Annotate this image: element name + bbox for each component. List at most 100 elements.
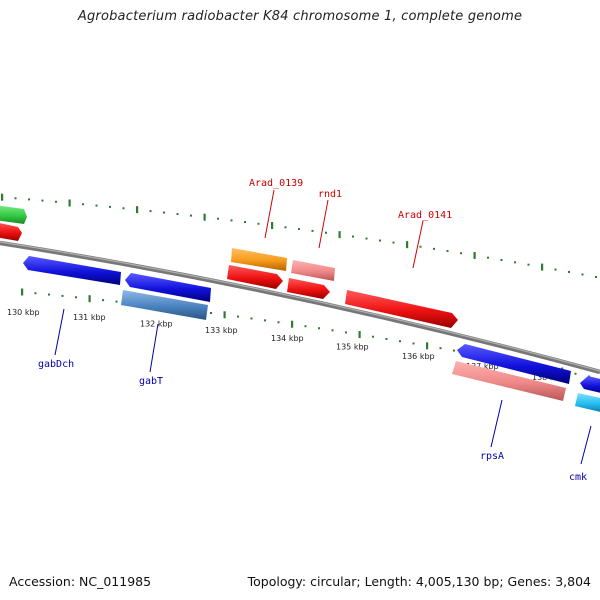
- lower-tick-minor: [102, 299, 104, 302]
- tick-label: 134 kbp: [271, 334, 304, 343]
- lower-tick-minor: [345, 331, 347, 334]
- gene-red-left[interactable]: [0, 222, 22, 241]
- upper-tick-minor: [217, 217, 219, 220]
- tick-label: 137 kbp: [466, 362, 499, 371]
- lower-tick-minor: [372, 335, 374, 338]
- upper-tick-major: [473, 251, 476, 259]
- gene-gabdch[interactable]: [23, 256, 121, 285]
- upper-tick-minor: [527, 263, 530, 266]
- gene-label-arad-0139: Arad_0139: [249, 178, 303, 189]
- upper-tick-minor: [595, 276, 597, 279]
- gene-red-upper-2[interactable]: [287, 278, 330, 299]
- upper-tick-major: [338, 231, 341, 239]
- lower-tick-minor: [439, 347, 442, 350]
- gene-label-rpsa: rpsA: [480, 451, 504, 462]
- upper-tick-minor: [514, 261, 516, 264]
- upper-tick-major: [136, 206, 139, 214]
- upper-tick-major: [541, 263, 544, 271]
- upper-tick-minor: [176, 213, 179, 216]
- gene-label-gabt: gabT: [139, 376, 163, 387]
- gene-label-cmk: cmk: [569, 472, 587, 483]
- lower-tick-minor: [115, 300, 118, 303]
- lower-tick-minor: [250, 317, 253, 320]
- upper-tick-minor: [190, 214, 192, 217]
- upper-tick-minor: [379, 239, 381, 242]
- upper-tick-minor: [244, 221, 246, 224]
- lower-tick-minor: [412, 342, 415, 345]
- gene-arad-0139[interactable]: [231, 248, 287, 271]
- lower-tick-minor: [75, 296, 77, 299]
- lower-tick-minor: [210, 312, 212, 315]
- gene-label-gabdch: gabDch: [38, 359, 74, 370]
- gene-arad-0141[interactable]: [345, 290, 458, 328]
- lower-tick-minor: [237, 315, 239, 318]
- upper-tick-major: [1, 193, 4, 201]
- lower-tick-minor: [277, 321, 280, 324]
- lower-tick-minor: [34, 292, 37, 295]
- lower-tick-major: [21, 288, 24, 296]
- upper-tick-track: [1, 193, 597, 279]
- upper-tick-minor: [487, 256, 489, 259]
- gene-blue-right-edge[interactable]: [580, 376, 600, 394]
- upper-tick-minor: [460, 252, 462, 255]
- lower-tick-major: [426, 342, 429, 350]
- upper-tick-minor: [230, 219, 233, 222]
- gene-label-leaders: [54, 189, 592, 465]
- upper-tick-minor: [163, 211, 165, 214]
- lower-tick-major: [88, 295, 91, 303]
- lower-tick-major: [358, 331, 361, 339]
- gene-blue-lower-3[interactable]: [457, 344, 571, 384]
- upper-tick-minor: [581, 273, 584, 276]
- upper-tick-minor: [257, 222, 260, 225]
- upper-tick-minor: [28, 198, 30, 201]
- tick-label: 131 kbp: [73, 313, 106, 322]
- upper-tick-minor: [55, 200, 57, 203]
- lower-tick-minor: [48, 293, 50, 296]
- upper-tick-minor: [419, 245, 422, 248]
- gene-rpsa[interactable]: [452, 361, 566, 401]
- gene-label-rnd1: rnd1: [318, 189, 342, 200]
- gene-green-left[interactable]: [0, 205, 27, 224]
- lower-tick-major: [223, 311, 226, 319]
- upper-tick-minor: [122, 207, 125, 210]
- lower-tick-minor: [399, 340, 401, 343]
- tick-label: 132 kbp: [140, 319, 173, 328]
- gene-red-upper-1[interactable]: [227, 265, 283, 289]
- tick-label: 133 kbp: [205, 326, 238, 335]
- map-title: Agrobacterium radiobacter K84 chromosome…: [77, 9, 523, 24]
- genome-summary: Topology: circular; Length: 4,005,130 bp…: [247, 574, 591, 589]
- upper-tick-minor: [41, 199, 44, 202]
- upper-tick-minor: [446, 250, 449, 253]
- lower-tick-minor: [331, 329, 334, 332]
- upper-tick-minor: [433, 247, 435, 250]
- lower-tick-major: [291, 320, 294, 328]
- upper-tick-minor: [352, 235, 354, 238]
- gene-rnd1[interactable]: [291, 260, 335, 281]
- gene-label-arad-0141: Arad_0141: [398, 210, 452, 221]
- upper-tick-minor: [82, 203, 84, 206]
- gene-cmk[interactable]: [575, 393, 600, 413]
- upper-tick-minor: [500, 259, 503, 262]
- lower-tick-minor: [385, 337, 388, 340]
- upper-tick-minor: [14, 197, 17, 200]
- gene-blue-lower-2[interactable]: [125, 273, 211, 302]
- upper-tick-minor: [284, 226, 287, 229]
- upper-tick-major: [203, 213, 206, 221]
- lower-tick-minor: [318, 327, 320, 330]
- upper-tick-minor: [109, 205, 111, 208]
- lower-tick-minor: [574, 372, 577, 375]
- upper-tick-minor: [365, 237, 368, 240]
- tick-label: 135 kbp: [336, 342, 369, 351]
- upper-tick-major: [406, 241, 409, 249]
- lower-tick-minor: [264, 319, 266, 322]
- upper-tick-major: [68, 199, 71, 207]
- tick-label: 130 kbp: [7, 308, 40, 317]
- upper-tick-minor: [95, 204, 98, 207]
- lower-tick-minor: [453, 349, 455, 352]
- gene-gabt[interactable]: [121, 290, 208, 320]
- upper-tick-minor: [568, 270, 570, 273]
- upper-tick-minor: [149, 210, 152, 213]
- upper-tick-minor: [325, 231, 327, 234]
- upper-tick-minor: [392, 241, 395, 244]
